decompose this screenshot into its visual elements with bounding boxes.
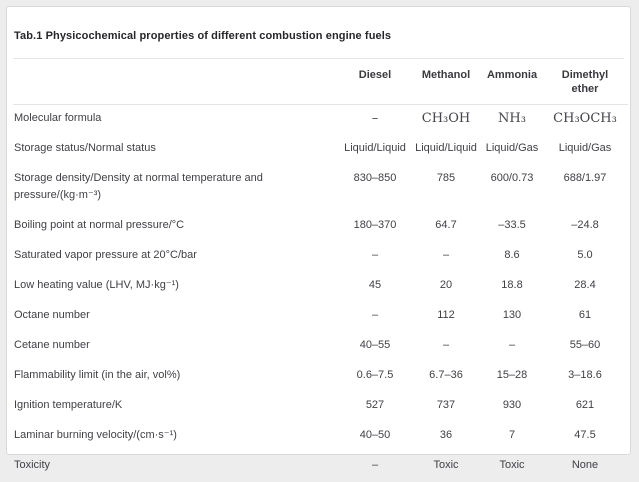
column-header: Diesel [340,59,410,105]
row-label: Storage status/Normal status [13,135,340,165]
cell-value: 36 [410,422,482,452]
cell-value: – [410,332,482,362]
row-label-text: Laminar burning velocity/(cm·s⁻¹) [14,427,282,444]
cell-value: 3–18.6 [542,362,628,392]
cell-value: –24.8 [542,212,628,242]
cell-value: 18.8 [482,272,542,302]
cell-value: CH₃OCH₃ [542,105,628,136]
row-label-text: Cetane number [14,337,282,354]
cell-value: – [340,242,410,272]
cell-value: CH₃OH [410,105,482,136]
cell-value: –33.5 [482,212,542,242]
table-row: Flammability limit (in the air, vol%) 0.6… [13,362,628,392]
row-label: Boiling point at normal pressure/°C [13,212,340,242]
cell-value: Liquid/Gas [542,135,628,165]
cell-value: 40–55 [340,332,410,362]
row-label: Low heating value (LHV, MJ·kg⁻¹) [13,272,340,302]
table-row: Boiling point at normal pressure/°C 180–3… [13,212,628,242]
cell-value: 600/0.73 [482,165,542,212]
row-label: Storage density/Density at normal temper… [13,165,340,212]
row-label: Ignition temperature/K [13,392,340,422]
cell-value: 8.6 [482,242,542,272]
cell-value: 64.7 [410,212,482,242]
row-label: Toxicity [13,452,340,482]
cell-value: 20 [410,272,482,302]
cell-value: None [542,452,628,482]
column-header: Dimethyl ether [542,59,628,105]
cell-value: 61 [542,302,628,332]
table-row: Storage density/Density at normal temper… [13,165,628,212]
cell-value: 55–60 [542,332,628,362]
column-header: Methanol [410,59,482,105]
column-header-label: Diesel [359,68,391,82]
column-header-label: Methanol [422,68,470,82]
cell-value: 688/1.97 [542,165,628,212]
cell-value: 15–28 [482,362,542,392]
column-header-label: Dimethyl ether [555,68,615,96]
cell-value: Toxic [410,452,482,482]
row-label-text: Boiling point at normal pressure/°C [14,217,282,234]
cell-value: 737 [410,392,482,422]
table-row: Storage status/Normal status Liquid/Liqui… [13,135,628,165]
row-label-text: Toxicity [14,457,282,474]
row-label-text: Storage density/Density at normal temper… [14,170,282,204]
header-row: Diesel Methanol Ammonia Dimethyl ether [13,59,628,105]
row-label: Molecular formula [13,105,340,136]
column-header-empty [13,59,340,105]
cell-value: – [482,332,542,362]
cell-value: – [340,452,410,482]
cell-value: 785 [410,165,482,212]
cell-value: 112 [410,302,482,332]
row-label: Laminar burning velocity/(cm·s⁻¹) [13,422,340,452]
row-label: Flammability limit (in the air, vol%) [13,362,340,392]
row-label: Octane number [13,302,340,332]
cell-value: 130 [482,302,542,332]
cell-value: 47.5 [542,422,628,452]
cell-value: Toxic [482,452,542,482]
cell-value: Liquid/Liquid [340,135,410,165]
column-header: Ammonia [482,59,542,105]
cell-value: 45 [340,272,410,302]
fuel-properties-table: Diesel Methanol Ammonia Dimethyl ether Mole… [13,59,628,482]
cell-value: NH₃ [482,105,542,136]
cell-value: 40–50 [340,422,410,452]
table-row: Saturated vapor pressure at 20°C/bar––8.… [13,242,628,272]
row-label-text: Storage status/Normal status [14,140,282,157]
cell-value: Liquid/Gas [482,135,542,165]
row-label: Cetane number [13,332,340,362]
cell-value: 180–370 [340,212,410,242]
cell-value: 7 [482,422,542,452]
row-label-text: Ignition temperature/K [14,397,282,414]
row-label: Saturated vapor pressure at 20°C/bar [13,242,340,272]
cell-value: 0.6–7.5 [340,362,410,392]
row-label-text: Low heating value (LHV, MJ·kg⁻¹) [14,277,282,294]
cell-value: – [410,242,482,272]
cell-value: 527 [340,392,410,422]
row-label-text: Molecular formula [14,110,282,127]
cell-value: 930 [482,392,542,422]
row-label-text: Octane number [14,307,282,324]
cell-value: 6.7–36 [410,362,482,392]
cell-value: 830–850 [340,165,410,212]
row-label-text: Flammability limit (in the air, vol%) [14,367,282,384]
row-label-text: Saturated vapor pressure at 20°C/bar [14,247,282,264]
table-panel: Tab.1 Physicochemical properties of diff… [6,6,631,455]
table-title: Tab.1 Physicochemical properties of diff… [13,7,624,59]
cell-value: 621 [542,392,628,422]
cell-value: 28.4 [542,272,628,302]
cell-value: Liquid/Liquid [410,135,482,165]
cell-value: 5.0 [542,242,628,272]
cell-value: – [340,302,410,332]
column-header-label: Ammonia [487,68,537,82]
cell-value: – [340,105,410,136]
